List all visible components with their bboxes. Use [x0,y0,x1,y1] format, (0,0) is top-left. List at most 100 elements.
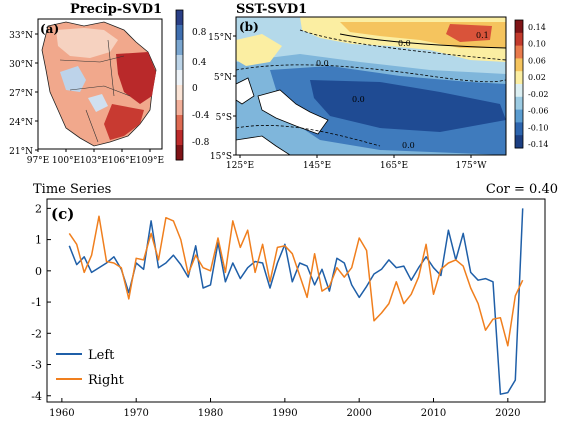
y-tick-label: -3 [31,359,42,372]
panel-b-colorbar: 0.14 0.10 0.06 0.02 -0.02 -0.06 -0.10 -0.14 [514,19,549,149]
lat-tick-label: 15°S [210,152,232,162]
region-dark-east [116,52,156,104]
region-blue-center [88,94,108,112]
colorbar-swatch [176,70,183,86]
sst-west-warm [236,34,282,66]
panel-b-lon-ticks: 125°E 145°E 165°E 175°W [226,155,487,171]
colorbar-swatch [176,10,183,26]
chart-annotation: Cor = 0.40 [486,182,558,197]
lat-tick-label: 33°N [9,31,33,41]
y-axis: 2 1 0 -1 -2 -3 -4 [31,202,51,403]
colorbar-label: -0.02 [528,90,549,99]
colorbar-label: 0.8 [192,28,207,38]
panel-a-title: Precip-SVD1 [70,2,162,17]
colorbar-swatch [515,122,523,136]
colorbar-swatch [176,25,183,41]
lon-tick-label: 100°E [52,156,80,166]
colorbar-swatch [176,100,183,116]
plot-area [46,198,546,403]
y-tick-label: 1 [35,234,42,247]
x-tick-label: 1970 [123,408,148,419]
lat-tick-label: 24°N [9,118,33,128]
panel-a-lat-ticks: 33°N 30°N 27°N 24°N 21°N [9,31,38,157]
sst-map: 0.0 0.1 0.0 0.0 0.0 [236,17,506,155]
series-line-left [68,208,524,395]
contour-label: 0.0 [316,59,329,68]
colorbar-label: -0.8 [192,138,210,148]
panel-a-lon-ticks: 97°E 100°E 103°E 106°E 109°E [27,149,164,166]
sst-hot-core [446,24,492,42]
colorbar-swatch [176,130,183,146]
x-tick-label: 1980 [198,408,223,419]
precip-map [41,21,157,147]
panel-b-label: (b) [239,20,259,34]
y-tick-label: 0 [35,265,42,278]
province-lines [59,39,131,143]
land-south [236,135,291,155]
contour-label: 0.1 [476,31,489,40]
colorbar-swatch [176,115,183,131]
colorbar-label: 0.06 [528,56,546,65]
x-tick-label: 2010 [421,408,446,419]
panel-a: Precip-SVD1 (a) 33°N 30°N 27°N 24°N 21°N 97°… [9,2,209,166]
panel-c: Time Series Cor = 0.40 (c) 2 1 0 -1 -2 -3 -4 1… [31,182,558,419]
colorbar-label: -0.4 [192,111,210,121]
land-west [236,77,255,105]
region-blue-west [60,66,86,92]
lon-tick-label: 165°E [380,161,408,171]
colorbar-frame [175,9,184,161]
lat-tick-label: 15°N [208,33,232,43]
x-tick-label: 2000 [346,408,371,419]
region-dark-southeast [104,104,144,140]
panel-b-title: SST-SVD1 [236,2,307,17]
lon-tick-label: 125°E [226,161,254,171]
panel-c-label: (c) [51,205,74,223]
chart-title: Time Series [33,182,111,197]
x-axis: 1960 1970 1980 1990 2000 2010 2020 [49,398,521,419]
colorbar-swatch [176,85,183,101]
colorbar-label: -0.14 [528,140,549,149]
series-lines [68,208,524,395]
colorbar-swatch [515,58,523,72]
colorbar-swatch [515,135,523,149]
colorbar-label: 0.10 [528,40,546,49]
colorbar-swatch [176,40,183,56]
colorbar-label: 0 [192,84,198,94]
panel-b: SST-SVD1 0.0 0.1 0.0 0.0 0.0 (b) 15°N 5°N… [208,2,548,171]
lon-tick-label: 103°E [80,156,108,166]
colorbar-swatch [176,55,183,71]
lat-tick-label: 5°N [214,73,232,83]
x-tick-label: 2020 [495,408,520,419]
colorbar-swatch [515,45,523,59]
lat-tick-label: 30°N [9,60,33,70]
y-tick-label: -4 [31,390,42,403]
y-tick-label: -2 [31,327,42,340]
sst-contour-solid [339,33,506,49]
colorbar-swatch [515,84,523,98]
x-tick-label: 1960 [49,408,74,419]
land-island [257,89,329,135]
lon-tick-label: 97°E [27,156,50,166]
series-line-right [68,215,524,347]
colorbar-label: 0.14 [528,23,546,32]
lat-tick-label: 5°S [216,113,232,123]
panel-b-lat-ticks: 15°N 5°N 5°S 15°S [208,33,236,162]
colorbar-swatch [515,32,523,47]
lon-tick-label: 109°E [136,156,164,166]
panel-a-label: (a) [40,22,59,36]
lon-tick-label: 145°E [303,161,331,171]
colorbar-swatch [515,71,523,85]
y-tick-label: -1 [31,296,42,309]
x-tick-label: 1990 [272,408,297,419]
colorbar-swatch [515,20,523,34]
colorbar-frame [514,19,524,149]
contour-label: 0.0 [402,141,415,150]
lat-tick-label: 21°N [9,147,33,157]
legend-label-left: Left [88,348,115,363]
sst-contours [236,29,506,147]
colorbar-swatch [176,145,183,161]
lon-tick-label: 175°W [456,161,488,171]
y-tick-label: 2 [35,202,42,215]
colorbar-swatch [515,109,523,123]
contour-label: 0.0 [398,39,411,48]
